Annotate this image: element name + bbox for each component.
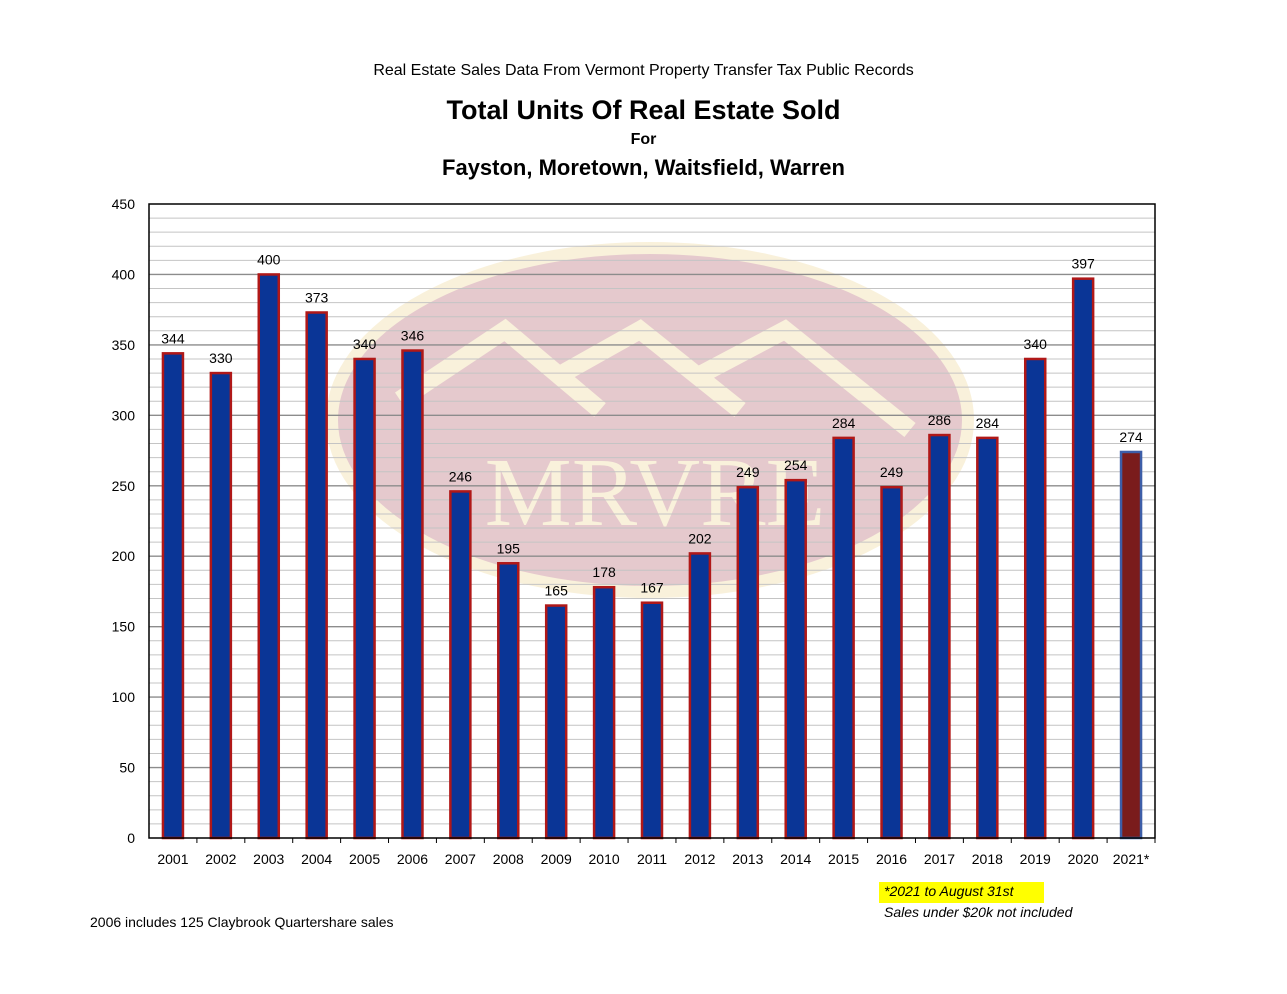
bar-value-label: 202 <box>688 530 712 546</box>
bar-value-label: 195 <box>497 540 521 556</box>
x-tick-label: 2021* <box>1113 851 1150 867</box>
bar <box>209 371 233 840</box>
chart-data-labels: 344 330 400 373 340 346 246 195 165 178 167 202 249 2… <box>161 251 1143 598</box>
x-tick-label: 2004 <box>301 851 332 867</box>
x-tick-label: 2012 <box>684 851 715 867</box>
x-tick-label: 2015 <box>828 851 859 867</box>
chart-title: Total Units Of Real Estate Sold <box>446 95 841 125</box>
bar-value-label: 330 <box>209 350 233 366</box>
x-tick-label: 2016 <box>876 851 907 867</box>
bar <box>688 552 712 840</box>
bar <box>544 604 568 840</box>
bar-value-label: 373 <box>305 289 329 305</box>
bar-value-label: 284 <box>976 415 1000 431</box>
y-tick-label: 50 <box>119 760 135 776</box>
highlight-note: *2021 to August 31st <box>884 883 1014 899</box>
bar <box>497 562 520 840</box>
x-tick-label: 2009 <box>541 851 572 867</box>
bar <box>784 478 807 840</box>
bar-value-label: 397 <box>1071 256 1095 272</box>
watermark-text: MRVRE <box>485 439 826 547</box>
bar <box>976 436 999 840</box>
x-tick-label: 2008 <box>493 851 524 867</box>
y-tick-label: 250 <box>112 478 136 494</box>
y-axis-tick-labels: 0 50 100 150 200 250 300 350 400 450 <box>112 196 136 846</box>
x-tick-label: 2020 <box>1068 851 1099 867</box>
bar-value-label: 165 <box>545 583 569 599</box>
y-tick-label: 200 <box>112 548 136 564</box>
bar <box>305 311 328 840</box>
bar-value-label: 400 <box>257 251 281 267</box>
bar-value-label: 254 <box>784 457 808 473</box>
x-tick-label: 2006 <box>397 851 428 867</box>
bar <box>640 601 664 840</box>
bar <box>161 352 185 840</box>
y-tick-label: 400 <box>112 266 136 282</box>
x-tick-label: 2005 <box>349 851 380 867</box>
x-tick-label: 2018 <box>972 851 1003 867</box>
bar-value-label: 286 <box>928 412 952 428</box>
bar <box>1023 357 1047 840</box>
bar-value-label: 340 <box>353 336 377 352</box>
highlight-note-background <box>879 882 1044 903</box>
mrvre-watermark-logo: MRVRE <box>326 242 974 598</box>
bar-value-label: 249 <box>736 464 760 480</box>
bar <box>736 485 760 840</box>
bar-value-label: 249 <box>880 464 904 480</box>
bar <box>353 357 376 840</box>
bar-value-label: 346 <box>401 328 425 344</box>
x-tick-label: 2013 <box>732 851 763 867</box>
x-tick-label: 2010 <box>589 851 620 867</box>
exclusion-note: Sales under $20k not included <box>884 904 1073 920</box>
x-tick-label: 2001 <box>157 851 188 867</box>
x-tick-label: 2019 <box>1020 851 1051 867</box>
bar <box>592 585 616 840</box>
bar-value-label: 274 <box>1119 429 1143 445</box>
bar-value-label: 246 <box>449 468 473 484</box>
x-tick-label: 2002 <box>205 851 236 867</box>
footnote: 2006 includes 125 Claybrook Quartershare… <box>90 914 394 930</box>
x-tick-label: 2017 <box>924 851 955 867</box>
bar-value-label: 178 <box>592 564 616 580</box>
chart-for-label: For <box>630 131 657 148</box>
chart-supertitle: Real Estate Sales Data From Vermont Prop… <box>373 62 914 79</box>
x-tick-label: 2011 <box>637 851 667 867</box>
y-tick-label: 350 <box>112 337 136 353</box>
bar-value-label: 340 <box>1024 336 1048 352</box>
chart-subtitle: Fayston, Moretown, Waitsfield, Warren <box>442 155 845 180</box>
bar <box>1071 277 1095 840</box>
x-tick-label: 2007 <box>445 851 476 867</box>
plot-area-frame <box>148 203 1156 839</box>
bar-value-label: 167 <box>640 580 664 596</box>
bar <box>1119 450 1143 840</box>
y-tick-label: 100 <box>112 689 136 705</box>
bar-value-label: 344 <box>161 330 185 346</box>
bar-value-label: 284 <box>832 415 856 431</box>
bar <box>928 433 951 840</box>
y-tick-label: 450 <box>112 196 136 212</box>
bar <box>257 273 281 840</box>
x-axis-tick-labels: 2001 2002 2003 2004 2005 2006 2007 2008 2009 2010… <box>157 838 1156 867</box>
y-tick-label: 300 <box>112 407 136 423</box>
bar <box>449 490 472 840</box>
y-tick-label: 0 <box>127 830 135 846</box>
bar <box>880 485 903 840</box>
bar <box>401 349 424 840</box>
x-tick-label: 2003 <box>253 851 284 867</box>
y-tick-label: 150 <box>112 619 136 635</box>
x-tick-label: 2014 <box>780 851 811 867</box>
bar <box>832 436 855 840</box>
